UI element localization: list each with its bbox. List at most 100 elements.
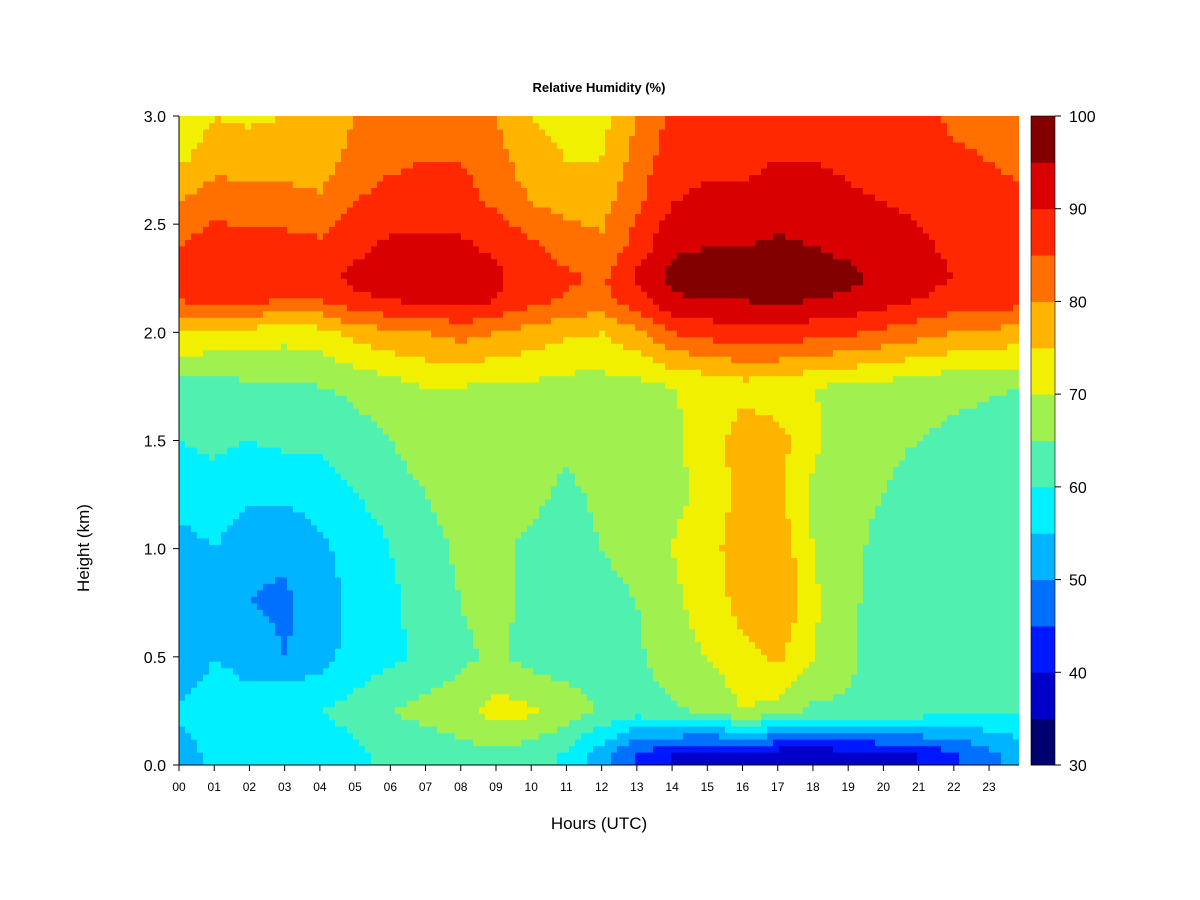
- heatmap-cell: [695, 752, 702, 760]
- heatmap-cell: [689, 602, 696, 610]
- heatmap-cell: [203, 648, 210, 656]
- heatmap-cell: [503, 680, 510, 688]
- heatmap-cell: [281, 596, 288, 604]
- heatmap-cell: [671, 713, 678, 721]
- heatmap-cell: [539, 583, 546, 591]
- heatmap-cell: [821, 739, 828, 747]
- heatmap-cell: [191, 563, 198, 571]
- heatmap-cell: [587, 739, 594, 747]
- heatmap-cell: [299, 674, 306, 682]
- heatmap-cell: [929, 700, 936, 708]
- heatmap-cell: [377, 726, 384, 734]
- heatmap-cell: [791, 758, 798, 765]
- heatmap-cell: [239, 752, 246, 760]
- heatmap-cell: [209, 732, 216, 740]
- heatmap-cell: [179, 726, 186, 734]
- heatmap-cell: [689, 622, 696, 630]
- heatmap-cell: [749, 693, 756, 701]
- heatmap-cell: [905, 609, 912, 617]
- heatmap-cell: [947, 609, 954, 617]
- heatmap-cell: [731, 700, 738, 708]
- heatmap-cell: [329, 550, 336, 558]
- heatmap-cell: [245, 531, 252, 539]
- heatmap-cell: [521, 758, 528, 765]
- heatmap-cell: [767, 680, 774, 688]
- heatmap-cell: [725, 713, 732, 721]
- heatmap-cell: [689, 537, 696, 545]
- heatmap-cell: [665, 602, 672, 610]
- heatmap-cell: [677, 667, 684, 675]
- heatmap-cell: [389, 537, 396, 545]
- heatmap-cell: [989, 758, 996, 765]
- heatmap-cell: [875, 641, 882, 649]
- heatmap-cell: [443, 563, 450, 571]
- heatmap-cell: [599, 544, 606, 552]
- heatmap-cell: [251, 700, 258, 708]
- heatmap-cell: [815, 563, 822, 571]
- heatmap-cell: [353, 758, 360, 765]
- heatmap-cell: [563, 576, 570, 584]
- heatmap-cell: [947, 557, 954, 565]
- heatmap-cell: [887, 563, 894, 571]
- heatmap-cell: [395, 706, 402, 714]
- heatmap-cell: [293, 667, 300, 675]
- heatmap-cell: [323, 687, 330, 695]
- heatmap-cell: [995, 602, 1002, 610]
- heatmap-cell: [449, 680, 456, 688]
- heatmap-cell: [179, 732, 186, 740]
- heatmap-cell: [1001, 589, 1008, 597]
- heatmap-cell: [881, 687, 888, 695]
- heatmap-cell: [641, 680, 648, 688]
- heatmap-cell: [245, 583, 252, 591]
- heatmap-cell: [293, 609, 300, 617]
- heatmap-cell: [695, 537, 702, 545]
- heatmap-cell: [749, 700, 756, 708]
- heatmap-cell: [575, 726, 582, 734]
- heatmap-cell: [881, 544, 888, 552]
- heatmap-cell: [701, 732, 708, 740]
- heatmap-cell: [827, 680, 834, 688]
- heatmap-cell: [857, 700, 864, 708]
- heatmap-cell: [857, 589, 864, 597]
- heatmap-cell: [401, 550, 408, 558]
- heatmap-cell: [737, 706, 744, 714]
- heatmap-cell: [233, 745, 240, 753]
- heatmap-cell: [545, 641, 552, 649]
- heatmap-cell: [527, 615, 534, 623]
- heatmap-cell: [857, 602, 864, 610]
- heatmap-cell: [191, 570, 198, 578]
- heatmap-cell: [875, 570, 882, 578]
- heatmap-cell: [977, 713, 984, 721]
- heatmap-cell: [341, 648, 348, 656]
- heatmap-cell: [929, 615, 936, 623]
- heatmap-cell: [923, 745, 930, 753]
- heatmap-cell: [323, 732, 330, 740]
- heatmap-cell: [911, 583, 918, 591]
- heatmap-cell: [989, 713, 996, 721]
- heatmap-cell: [473, 693, 480, 701]
- heatmap-cell: [911, 537, 918, 545]
- heatmap-cell: [305, 557, 312, 565]
- heatmap-cell: [383, 745, 390, 753]
- heatmap-cell: [497, 589, 504, 597]
- heatmap-cell: [1013, 641, 1019, 649]
- heatmap-cell: [899, 752, 906, 760]
- heatmap-cell: [305, 589, 312, 597]
- heatmap-cell: [659, 667, 666, 675]
- heatmap-cell: [689, 758, 696, 765]
- heatmap-cell: [671, 667, 678, 675]
- heatmap-cell: [179, 706, 186, 714]
- heatmap-cell: [1001, 583, 1008, 591]
- heatmap-cell: [497, 531, 504, 539]
- heatmap-cell: [371, 745, 378, 753]
- heatmap-cell: [179, 719, 186, 727]
- heatmap-cell: [383, 550, 390, 558]
- heatmap-cell: [377, 667, 384, 675]
- heatmap-cell: [827, 544, 834, 552]
- heatmap-cell: [833, 693, 840, 701]
- heatmap-cell: [425, 537, 432, 545]
- heatmap-cell: [221, 563, 228, 571]
- heatmap-cell: [839, 726, 846, 734]
- heatmap-cell: [953, 732, 960, 740]
- heatmap-cell: [347, 589, 354, 597]
